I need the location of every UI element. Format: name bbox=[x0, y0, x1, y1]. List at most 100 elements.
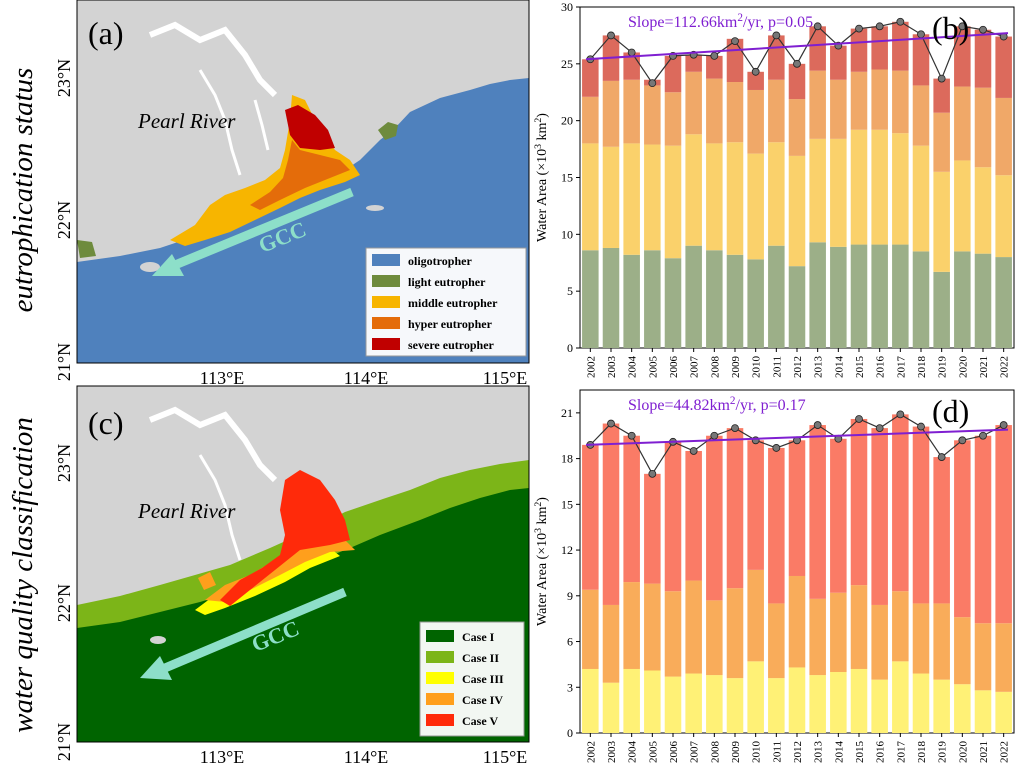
sea-area bbox=[77, 488, 529, 742]
lat-tick: 22°N bbox=[54, 584, 74, 622]
bar-segment bbox=[726, 142, 744, 255]
bar-segment bbox=[726, 428, 744, 589]
legend-swatch bbox=[372, 254, 400, 266]
total-point bbox=[648, 79, 657, 88]
bar-segment bbox=[768, 245, 785, 348]
bar-segment bbox=[602, 682, 620, 733]
bar-segment bbox=[685, 54, 702, 72]
bar-segment bbox=[892, 21, 909, 71]
bar-segment bbox=[788, 266, 806, 348]
bar-segment bbox=[623, 254, 640, 348]
legend-label: middle eutropher bbox=[408, 296, 498, 310]
map-legend-c: Case I Case II Case III Case IV Case V bbox=[419, 621, 525, 737]
x-tick-label: 2015 bbox=[854, 741, 866, 764]
x-tick-label: 2008 bbox=[709, 356, 721, 379]
total-point bbox=[772, 444, 781, 452]
bar-segment bbox=[892, 591, 909, 662]
total-point bbox=[607, 419, 615, 428]
bar-segment bbox=[830, 246, 847, 348]
total-point bbox=[689, 447, 698, 455]
bar-segment bbox=[602, 80, 620, 147]
lat-tick: 21°N bbox=[54, 723, 74, 761]
bar-segment bbox=[706, 78, 723, 144]
bar-segment bbox=[747, 153, 764, 260]
bar-segment bbox=[623, 582, 640, 669]
legend-swatch bbox=[426, 630, 454, 642]
island bbox=[150, 636, 166, 644]
lon-tick: 114°E bbox=[344, 368, 389, 388]
bar-segment bbox=[809, 26, 826, 71]
bar-segment bbox=[768, 79, 785, 143]
bar-segment bbox=[685, 580, 702, 674]
bar-segment bbox=[664, 145, 682, 259]
bar-segment bbox=[664, 55, 682, 93]
x-tick-label: 2002 bbox=[585, 741, 597, 763]
bar-segment bbox=[954, 251, 971, 348]
y-tick-label: 20 bbox=[561, 114, 573, 128]
total-point bbox=[751, 67, 760, 76]
bar-segment bbox=[664, 258, 682, 348]
bar-segment bbox=[644, 473, 661, 584]
bar-segment bbox=[933, 603, 950, 680]
bar-segment bbox=[768, 603, 785, 679]
slope-annotation: Slope=44.82km2/yr, p=0.17 bbox=[628, 395, 806, 414]
x-tick-label: 2012 bbox=[792, 741, 804, 763]
bar-segment bbox=[871, 679, 888, 733]
y-tick-label: 15 bbox=[561, 171, 573, 185]
gcc-current-arrow bbox=[173, 187, 354, 270]
bar-segment bbox=[974, 690, 992, 733]
total-point bbox=[958, 22, 967, 31]
y-tick-label: 9 bbox=[567, 589, 573, 603]
bar-segment bbox=[933, 112, 950, 172]
total-point bbox=[875, 424, 884, 433]
bar-segment bbox=[871, 428, 888, 605]
bar-segment bbox=[726, 254, 744, 348]
bar-segment bbox=[809, 598, 826, 676]
bar-segment bbox=[995, 257, 1012, 348]
bar-segment bbox=[685, 450, 702, 581]
island bbox=[140, 262, 160, 272]
place-label-c: Pearl River bbox=[137, 499, 236, 523]
x-tick-label: 2020 bbox=[957, 356, 969, 379]
map-legend-a: oligotropher light eutropher middle eutr… bbox=[365, 247, 527, 357]
bar-segment bbox=[995, 175, 1012, 258]
bar-segment bbox=[726, 588, 744, 679]
bar-segment bbox=[830, 45, 847, 80]
bar-segment bbox=[892, 414, 909, 592]
bar-segment bbox=[933, 78, 950, 113]
bar-segment bbox=[933, 457, 950, 604]
bar-segment bbox=[892, 70, 909, 134]
bar-segment bbox=[850, 28, 868, 72]
bar-segment bbox=[850, 244, 868, 348]
panel-label-c: (c) bbox=[88, 405, 124, 441]
bar-segment bbox=[582, 250, 599, 348]
lon-tick: 115°E bbox=[483, 368, 528, 388]
x-tick-label: 2021 bbox=[978, 741, 990, 763]
total-point bbox=[896, 17, 905, 26]
bar-segment bbox=[664, 676, 682, 733]
y-axis-label: Water Area (×103 km2) bbox=[533, 497, 551, 626]
x-tick-label: 2007 bbox=[689, 741, 701, 764]
legend-swatch bbox=[426, 693, 454, 705]
bar-segment bbox=[747, 661, 764, 733]
x-tick-label: 2008 bbox=[709, 741, 721, 764]
row-label-top: eutrophication status bbox=[7, 68, 39, 313]
bar-segment bbox=[685, 673, 702, 733]
lon-tick: 113°E bbox=[200, 368, 245, 388]
bar-segment bbox=[974, 253, 992, 348]
bar-segment bbox=[933, 271, 950, 348]
legend-swatch bbox=[372, 317, 400, 329]
x-tick-label: 2020 bbox=[957, 741, 969, 764]
river-channel bbox=[148, 21, 278, 98]
bar-segment bbox=[788, 575, 806, 668]
legend-swatch bbox=[372, 338, 400, 350]
bar-segment bbox=[974, 29, 992, 88]
total-point bbox=[855, 24, 863, 33]
bar-segment bbox=[892, 244, 909, 348]
bar-segment bbox=[768, 447, 785, 604]
x-tick-label: 2013 bbox=[813, 741, 825, 764]
bar-segment bbox=[995, 425, 1012, 624]
panel-label-a: (a) bbox=[88, 15, 124, 51]
bar-segment bbox=[954, 26, 971, 87]
